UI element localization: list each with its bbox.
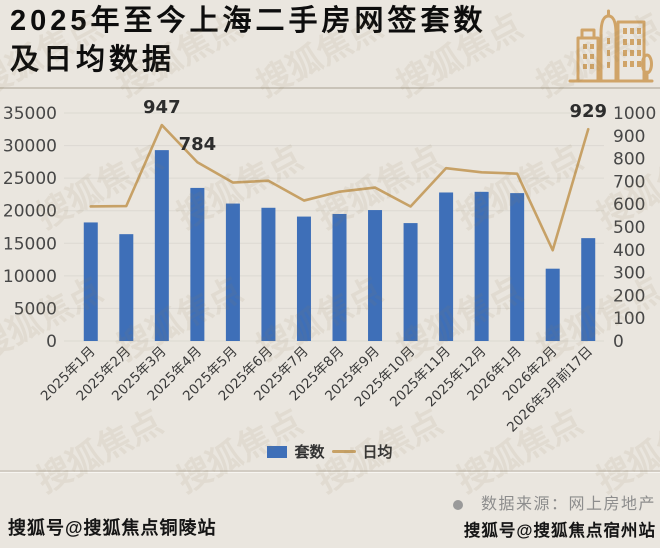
bullet-icon [452,500,463,510]
bar [403,223,418,341]
data-label: 947 [143,97,181,118]
y-axis-label-right: 300 [613,264,645,284]
page-title: 2025年至今上海二手房网签套数 及日均数据 [10,2,570,80]
legend-line-swatch [331,450,356,453]
y-axis-label-right: 500 [613,218,645,238]
y-axis-label-right: 900 [613,127,645,147]
y-axis-label-left: 35000 [3,104,57,124]
bar [332,213,347,341]
y-axis-label-right: 800 [613,150,645,170]
y-axis-label-left: 5000 [14,299,57,319]
y-axis-label-left: 25000 [3,169,57,189]
y-axis-label-right: 100 [613,309,645,329]
bar [83,222,98,341]
page-title-line1: 2025年至今上海二手房网签套数 [10,5,487,37]
bar [474,191,489,341]
bar [190,187,205,341]
legend-bar-swatch [267,445,288,458]
y-axis-label-left: 20000 [3,202,57,222]
y-axis-label-left: 10000 [3,267,57,287]
bar [261,207,276,341]
title-separator [0,87,660,89]
y-axis-label-left: 30000 [3,137,57,157]
bar [225,203,240,341]
left-stamp: 搜狐号@搜狐焦点铜陵站 [8,518,217,538]
y-axis-label-left: 15000 [3,234,57,254]
legend-line-label: 日均 [362,444,393,461]
data-source-row: 数据来源：网上房地产 [452,494,656,516]
y-axis-label-right: 0 [613,332,624,352]
data-label: 929 [569,101,607,122]
y-axis-label-right: 200 [613,286,645,306]
bar [439,192,454,341]
bar [368,210,383,341]
y-axis-label-right: 1000 [613,104,656,124]
data-label: 784 [179,134,217,155]
y-axis-label-right: 400 [613,241,645,261]
y-axis-label-left: 0 [46,332,57,352]
bar [154,150,169,341]
bar [510,193,525,341]
page-title-line2: 及日均数据 [10,44,176,77]
bar [119,234,134,341]
right-stamp: 搜狐号@搜狐焦点宿州站 [463,522,656,540]
chart-legend: 套数 日均 [0,441,660,462]
legend-bar-label: 套数 [294,444,325,461]
daily-average-line [89,123,590,252]
bar [296,216,311,341]
data-source-label: 数据来源：网上房地产 [480,496,656,513]
buildings-icon [568,9,654,83]
footer-separator [0,470,660,472]
bar [545,268,560,341]
bar [581,238,596,341]
y-axis-label-right: 700 [613,172,645,192]
footer-right: 数据来源：网上房地产 搜狐号@搜狐焦点宿州站 [452,494,656,541]
y-axis-label-right: 600 [613,195,645,215]
